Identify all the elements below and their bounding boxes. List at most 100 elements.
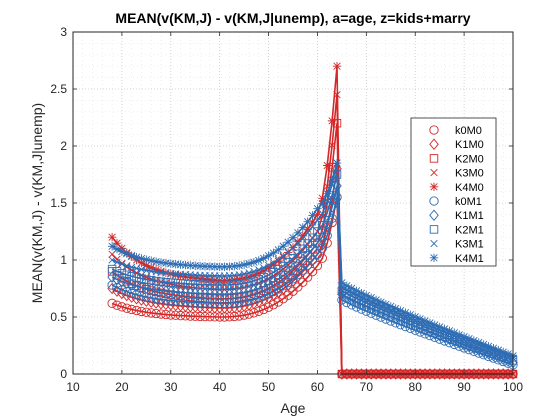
data-point — [191, 274, 200, 283]
data-point — [381, 300, 391, 309]
data-point — [107, 264, 117, 274]
legend: k0M0 K1M0 K2M0 K3M0 K4M0 k0M1 K1M1 K2M1 K3M1 K4M1 — [410, 117, 497, 267]
data-point — [323, 189, 332, 198]
data-point — [386, 302, 395, 311]
data-point — [107, 242, 117, 251]
data-point — [489, 344, 498, 353]
data-point — [215, 262, 224, 272]
data-point — [347, 284, 356, 293]
data-point — [147, 263, 156, 272]
data-point — [313, 227, 322, 236]
data-point — [215, 276, 224, 285]
y-axis-title: MEAN(v(KM,J) - v(KM,J|unemp) — [29, 103, 45, 303]
data-point — [450, 328, 459, 338]
data-point — [132, 273, 141, 282]
data-point — [317, 239, 328, 251]
data-point — [200, 280, 210, 289]
data-point — [127, 251, 136, 260]
series-line-K2M1 — [111, 174, 514, 362]
data-point — [474, 338, 483, 347]
data-point — [255, 266, 263, 274]
data-point — [142, 255, 151, 264]
data-point — [219, 288, 230, 300]
data-point — [318, 221, 327, 230]
data-point — [230, 275, 239, 285]
data-point — [142, 275, 151, 284]
legend-item-K4M1: K4M1 — [429, 253, 484, 265]
legend-marker — [429, 225, 439, 234]
data-point — [239, 278, 249, 288]
data-point — [308, 211, 317, 220]
data-point — [274, 255, 283, 264]
x-tick-label: 10 — [66, 380, 80, 394]
data-point — [166, 310, 176, 320]
data-point — [107, 280, 117, 290]
data-point — [210, 280, 220, 290]
data-point — [298, 231, 307, 240]
data-point — [298, 223, 307, 232]
data-point — [205, 262, 215, 271]
data-point — [401, 308, 410, 317]
data-point — [112, 273, 122, 286]
data-point — [127, 288, 137, 298]
data-point — [303, 239, 312, 248]
data-point — [249, 270, 259, 280]
data-point — [307, 266, 318, 277]
data-point — [240, 270, 248, 278]
y-tick-label: 3 — [60, 25, 67, 39]
data-point — [303, 272, 313, 282]
data-point — [268, 276, 279, 288]
data-point — [406, 310, 415, 319]
data-point — [220, 276, 229, 285]
data-point — [112, 267, 122, 276]
data-point — [503, 349, 513, 359]
legend-label: K2M1 — [455, 224, 484, 236]
data-point — [279, 241, 288, 251]
data-point — [259, 254, 268, 263]
data-point — [435, 322, 444, 332]
data-point — [332, 62, 342, 71]
data-point — [137, 274, 146, 283]
data-point — [459, 332, 469, 341]
data-point — [225, 276, 234, 285]
data-point — [269, 248, 278, 258]
data-point — [225, 280, 234, 290]
legend-marker — [429, 154, 439, 163]
data-point — [161, 309, 171, 320]
data-point — [112, 244, 122, 254]
data-point — [171, 278, 180, 288]
data-point — [250, 267, 258, 276]
data-point — [210, 262, 219, 271]
data-point — [357, 288, 366, 298]
data-point — [181, 260, 190, 270]
data-point — [245, 269, 253, 277]
data-point — [351, 302, 362, 312]
x-tick-label: 60 — [311, 380, 325, 394]
data-point — [455, 330, 464, 339]
data-point — [249, 257, 259, 267]
data-point — [249, 276, 259, 285]
data-point — [215, 280, 224, 290]
data-point — [313, 210, 322, 219]
data-point — [440, 324, 449, 334]
legend-item-K3M1: K3M1 — [430, 239, 484, 251]
legend-marker — [429, 125, 439, 135]
data-point — [484, 342, 493, 351]
data-point — [166, 259, 175, 268]
ticks: 10 20 30 40 50 60 70 80 90 100 0 0.5 1 1.5 2 2.5 3 — [50, 25, 523, 394]
x-tick-label: 80 — [409, 380, 423, 394]
data-point — [210, 275, 219, 285]
data-point — [112, 300, 122, 310]
y-tick-label: 2 — [60, 139, 67, 153]
data-point — [264, 270, 273, 280]
data-point — [161, 258, 171, 268]
legend-item-K3M0: K3M0 — [430, 168, 484, 180]
x-tick-label: 70 — [360, 380, 374, 394]
data-point — [117, 285, 127, 295]
data-point — [274, 256, 283, 266]
data-point — [464, 334, 474, 343]
data-point — [318, 199, 327, 208]
data-point — [258, 280, 269, 293]
data-point — [122, 303, 132, 313]
